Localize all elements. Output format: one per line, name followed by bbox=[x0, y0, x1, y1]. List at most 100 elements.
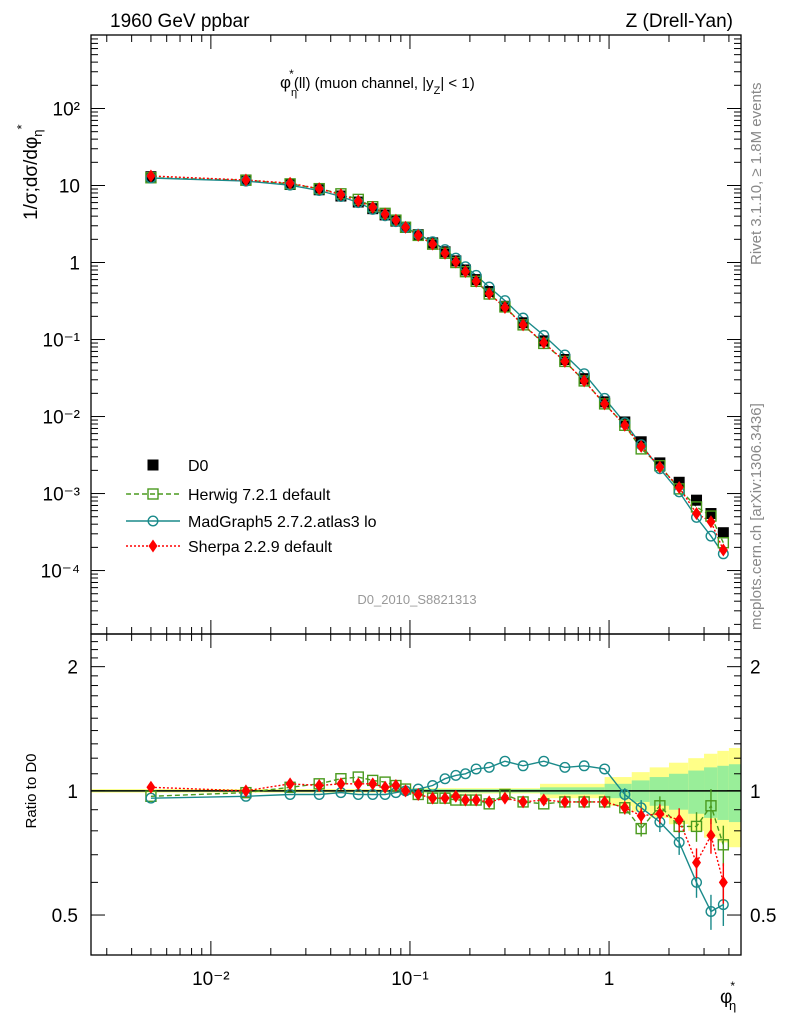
ratio-point bbox=[578, 760, 590, 772]
ratio-point bbox=[460, 793, 470, 807]
ratio-point bbox=[470, 763, 482, 775]
ratio-point bbox=[705, 905, 717, 917]
rivet-label: Rivet 3.1.10, ≥ 1.8M events bbox=[748, 83, 765, 266]
stat-uncertainty-band bbox=[728, 764, 741, 823]
x-axis-label: φ* η bbox=[720, 979, 736, 1013]
ratio-point bbox=[673, 836, 685, 848]
y-tick-label: 1 bbox=[69, 254, 80, 275]
data-point bbox=[636, 439, 646, 453]
ratio-point bbox=[706, 828, 716, 842]
data-point bbox=[484, 287, 494, 301]
ratio-point bbox=[499, 755, 511, 767]
x-tick-label: 10⁻² bbox=[192, 969, 230, 990]
data-point bbox=[380, 207, 390, 221]
ratio-axis-label: Ratio to D0 bbox=[23, 753, 40, 828]
data-point bbox=[471, 274, 481, 288]
data-point bbox=[336, 188, 346, 202]
ratio-point bbox=[401, 784, 411, 798]
ratio-point bbox=[517, 760, 529, 772]
legend-label: MadGraph5 2.7.2.atlas3 lo bbox=[188, 514, 377, 531]
ratio-point bbox=[518, 795, 528, 809]
ratio-frame bbox=[90, 633, 742, 956]
ratio-point bbox=[717, 839, 730, 851]
ratio-point bbox=[146, 780, 156, 794]
data-point bbox=[353, 194, 363, 208]
legend-marker bbox=[147, 515, 159, 527]
legend-marker-d0 bbox=[147, 459, 159, 471]
ratio-point bbox=[539, 793, 549, 807]
data-point bbox=[692, 507, 702, 521]
main-series bbox=[145, 169, 730, 560]
x-tick-label: 10⁻¹ bbox=[391, 969, 429, 990]
legend-marker bbox=[147, 488, 159, 500]
ratio-point bbox=[560, 795, 570, 809]
data-point bbox=[705, 508, 717, 520]
ratio-point bbox=[705, 800, 717, 812]
ratio-series-line bbox=[150, 760, 724, 913]
ratio-point bbox=[559, 761, 571, 773]
data-point bbox=[691, 494, 703, 506]
data-point bbox=[717, 527, 729, 539]
legend-label: D0 bbox=[188, 458, 209, 475]
ratio-point bbox=[241, 784, 251, 798]
main-title: φη*(ll) (muon channel, |yZ| < 1) bbox=[280, 67, 475, 99]
data-point bbox=[401, 220, 411, 234]
ratio-point bbox=[314, 779, 324, 793]
analysis-id: D0_2010_S8821313 bbox=[357, 592, 476, 607]
ratio-y-tick-label-right: 1 bbox=[750, 782, 761, 803]
data-point bbox=[518, 318, 528, 332]
stat-uncertainty-band bbox=[668, 773, 689, 810]
data-point bbox=[655, 460, 665, 474]
data-point bbox=[539, 336, 549, 350]
x-tick-label: 1 bbox=[604, 969, 615, 990]
legend-label: Sherpa 2.2.9 default bbox=[188, 539, 333, 556]
ratio-point bbox=[674, 813, 684, 827]
data-point bbox=[500, 301, 510, 315]
series-line bbox=[150, 175, 724, 551]
mcplots-label: mcplots.cern.ch [arXiv:1306.3436] bbox=[748, 403, 765, 630]
legend-label: Herwig 7.2.1 default bbox=[188, 487, 331, 504]
ratio-y-tick-label-right: 2 bbox=[750, 658, 761, 679]
ratio-y-tick-label: 1 bbox=[67, 782, 78, 803]
data-point bbox=[368, 200, 378, 214]
data-point bbox=[620, 418, 630, 432]
stat-uncertainty-band bbox=[688, 770, 705, 814]
ratio-series bbox=[145, 755, 730, 930]
data-point bbox=[413, 228, 423, 242]
data-point bbox=[560, 354, 570, 368]
data-point bbox=[440, 246, 450, 260]
stat-uncertainty-band bbox=[717, 765, 729, 820]
data-point bbox=[428, 237, 438, 251]
ratio-y-tick-label: 2 bbox=[67, 658, 78, 679]
ratio-point bbox=[483, 761, 495, 773]
ratio-point bbox=[368, 777, 378, 791]
data-point bbox=[705, 530, 717, 542]
ratio-point bbox=[599, 763, 611, 775]
ratio-point bbox=[538, 755, 550, 767]
data-point bbox=[579, 374, 589, 388]
ratio-point bbox=[620, 801, 630, 815]
ratio-point bbox=[600, 795, 610, 809]
data-point bbox=[718, 543, 728, 557]
data-point bbox=[451, 255, 461, 269]
y-tick-label: 10⁻³ bbox=[43, 485, 81, 506]
ratio-point bbox=[484, 795, 494, 809]
header-left: 1960 GeV ppbar bbox=[110, 11, 250, 32]
main-axes: 1 10 10² 10⁻⁴ 10⁻³ 10⁻² 10⁻¹ bbox=[41, 34, 742, 635]
y-tick-label: 10 bbox=[59, 176, 80, 197]
ratio-point bbox=[655, 807, 665, 821]
header-right: Z (Drell-Yan) bbox=[626, 11, 733, 32]
data-point bbox=[285, 176, 295, 190]
ratio-point bbox=[427, 780, 439, 792]
legend-marker bbox=[148, 539, 158, 553]
data-point bbox=[146, 169, 156, 183]
ratio-point bbox=[336, 777, 346, 791]
data-point bbox=[460, 265, 470, 279]
ratio-point bbox=[391, 779, 401, 793]
ratio-y-tick-label: 0.5 bbox=[52, 906, 78, 927]
ratio-point bbox=[690, 820, 703, 833]
ratio-point bbox=[380, 780, 390, 794]
ratio-point bbox=[428, 791, 438, 805]
ratio-y-tick-label-right: 0.5 bbox=[750, 906, 776, 927]
y-tick-label: 10² bbox=[53, 99, 80, 120]
